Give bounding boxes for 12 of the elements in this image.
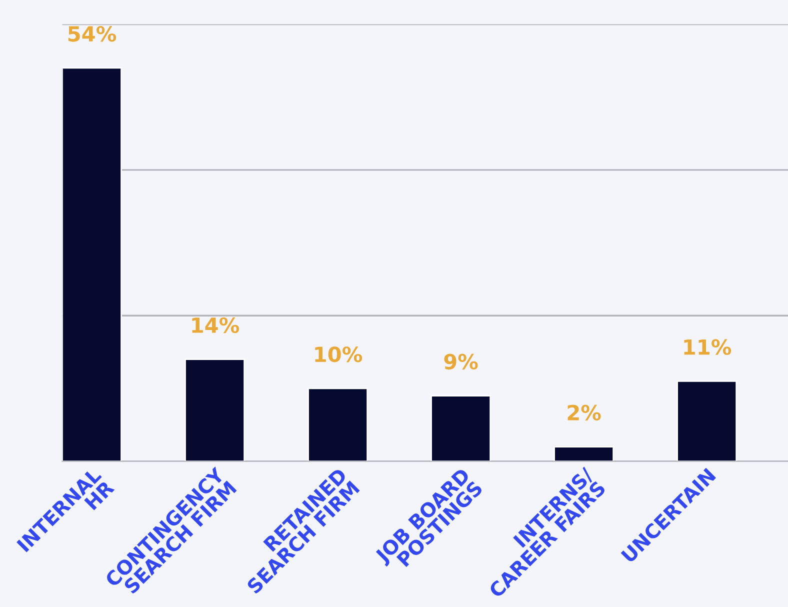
data-label: 2% (568, 404, 601, 420)
data-label: 10% (315, 346, 362, 362)
bar (554, 446, 614, 462)
bar (62, 67, 122, 462)
data-label: 11% (684, 339, 732, 355)
data-label: 9% (444, 354, 478, 370)
bar (308, 388, 368, 462)
bar (184, 358, 245, 462)
data-label: 14% (192, 317, 240, 334)
bar (430, 395, 492, 462)
data-label: 54% (68, 26, 116, 42)
bar (676, 380, 738, 462)
